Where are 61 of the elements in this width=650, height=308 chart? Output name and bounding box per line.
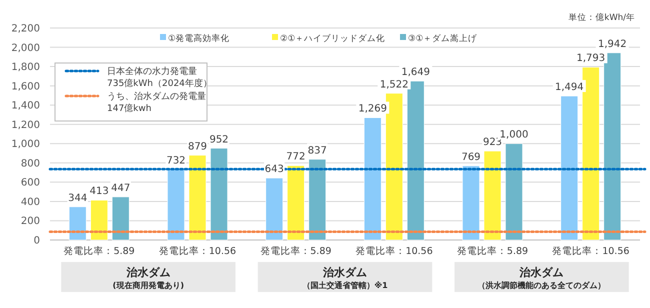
data-label: 1,494 [555,82,584,94]
x-tick-label: 発電比率：5.89 [64,245,135,257]
text: （国土交通省管轄）※1 [302,280,388,290]
bar [112,196,130,240]
legend-label: 日本全体の水力発電量 735億kWh（2024年度） [107,66,212,89]
y-tick-label: 1,000 [11,139,40,150]
bar [364,117,382,240]
text: (現在商用発電あり) [112,280,184,290]
bar [462,166,480,240]
y-tick-label: 1,800 [11,62,40,74]
y-tick-label: 200 [20,216,40,228]
bar [505,143,523,240]
y-tick-label: 400 [20,196,40,208]
data-label: 1,793 [576,53,606,64]
bar [484,150,502,240]
data-label: 837 [308,145,327,156]
data-label: 1,000 [500,130,528,141]
y-tick-label: 800 [20,158,40,170]
data-label: 1,269 [358,104,387,115]
y-tick-label: 2,000 [11,42,40,54]
data-label: 643 [264,164,284,176]
data-label: 344 [68,192,88,204]
text: 単位：億kWh/年 [568,12,635,23]
text: 治水ダム [518,266,564,279]
text: 治水ダム [125,266,170,279]
legend-label: ②①＋ハイブリッドダム化 [280,33,386,44]
bar [308,159,326,240]
data-label: 1,649 [401,67,430,78]
data-label: 1,942 [598,38,627,50]
y-tick-label: 1,400 [11,100,40,112]
bar [560,96,578,240]
bar [210,148,228,240]
x-tick-label: 発電比率：10.56 [552,245,630,257]
data-label: 1,522 [380,79,408,90]
legend-label: うち、治水ダムの発電量 147億kwh [107,91,206,114]
bar [167,169,185,240]
legend-label: ③①＋ダム嵩上げ [408,33,478,44]
data-label: 952 [209,134,229,146]
bar [266,178,284,240]
x-tick-label: 発電比率：5.89 [260,245,332,257]
legend-label: ①発電高効率化 [168,33,230,44]
x-tick-label: 発電比率：10.56 [356,245,433,257]
data-label: 772 [286,152,306,163]
x-tick-label: 発電比率：5.89 [456,245,528,257]
data-label: 732 [166,155,186,166]
data-label: 447 [111,182,130,194]
x-tick-label: 発電比率：10.56 [158,245,236,257]
text: 治水ダム [322,266,367,279]
data-label: 879 [188,141,208,152]
y-tick-label: 2,200 [11,24,40,34]
y-tick-label: 1,200 [11,120,40,131]
y-tick-label: 0 [34,236,40,246]
data-label: 769 [461,152,481,163]
y-tick-label: 1,600 [11,81,40,92]
y-tick-label: 600 [20,178,40,189]
bar [68,206,86,240]
bar [188,155,206,240]
text: （洪水調節機能のある全てのダム） [478,281,606,290]
data-label: 413 [90,186,109,198]
bar [287,165,305,240]
bar [90,200,108,240]
